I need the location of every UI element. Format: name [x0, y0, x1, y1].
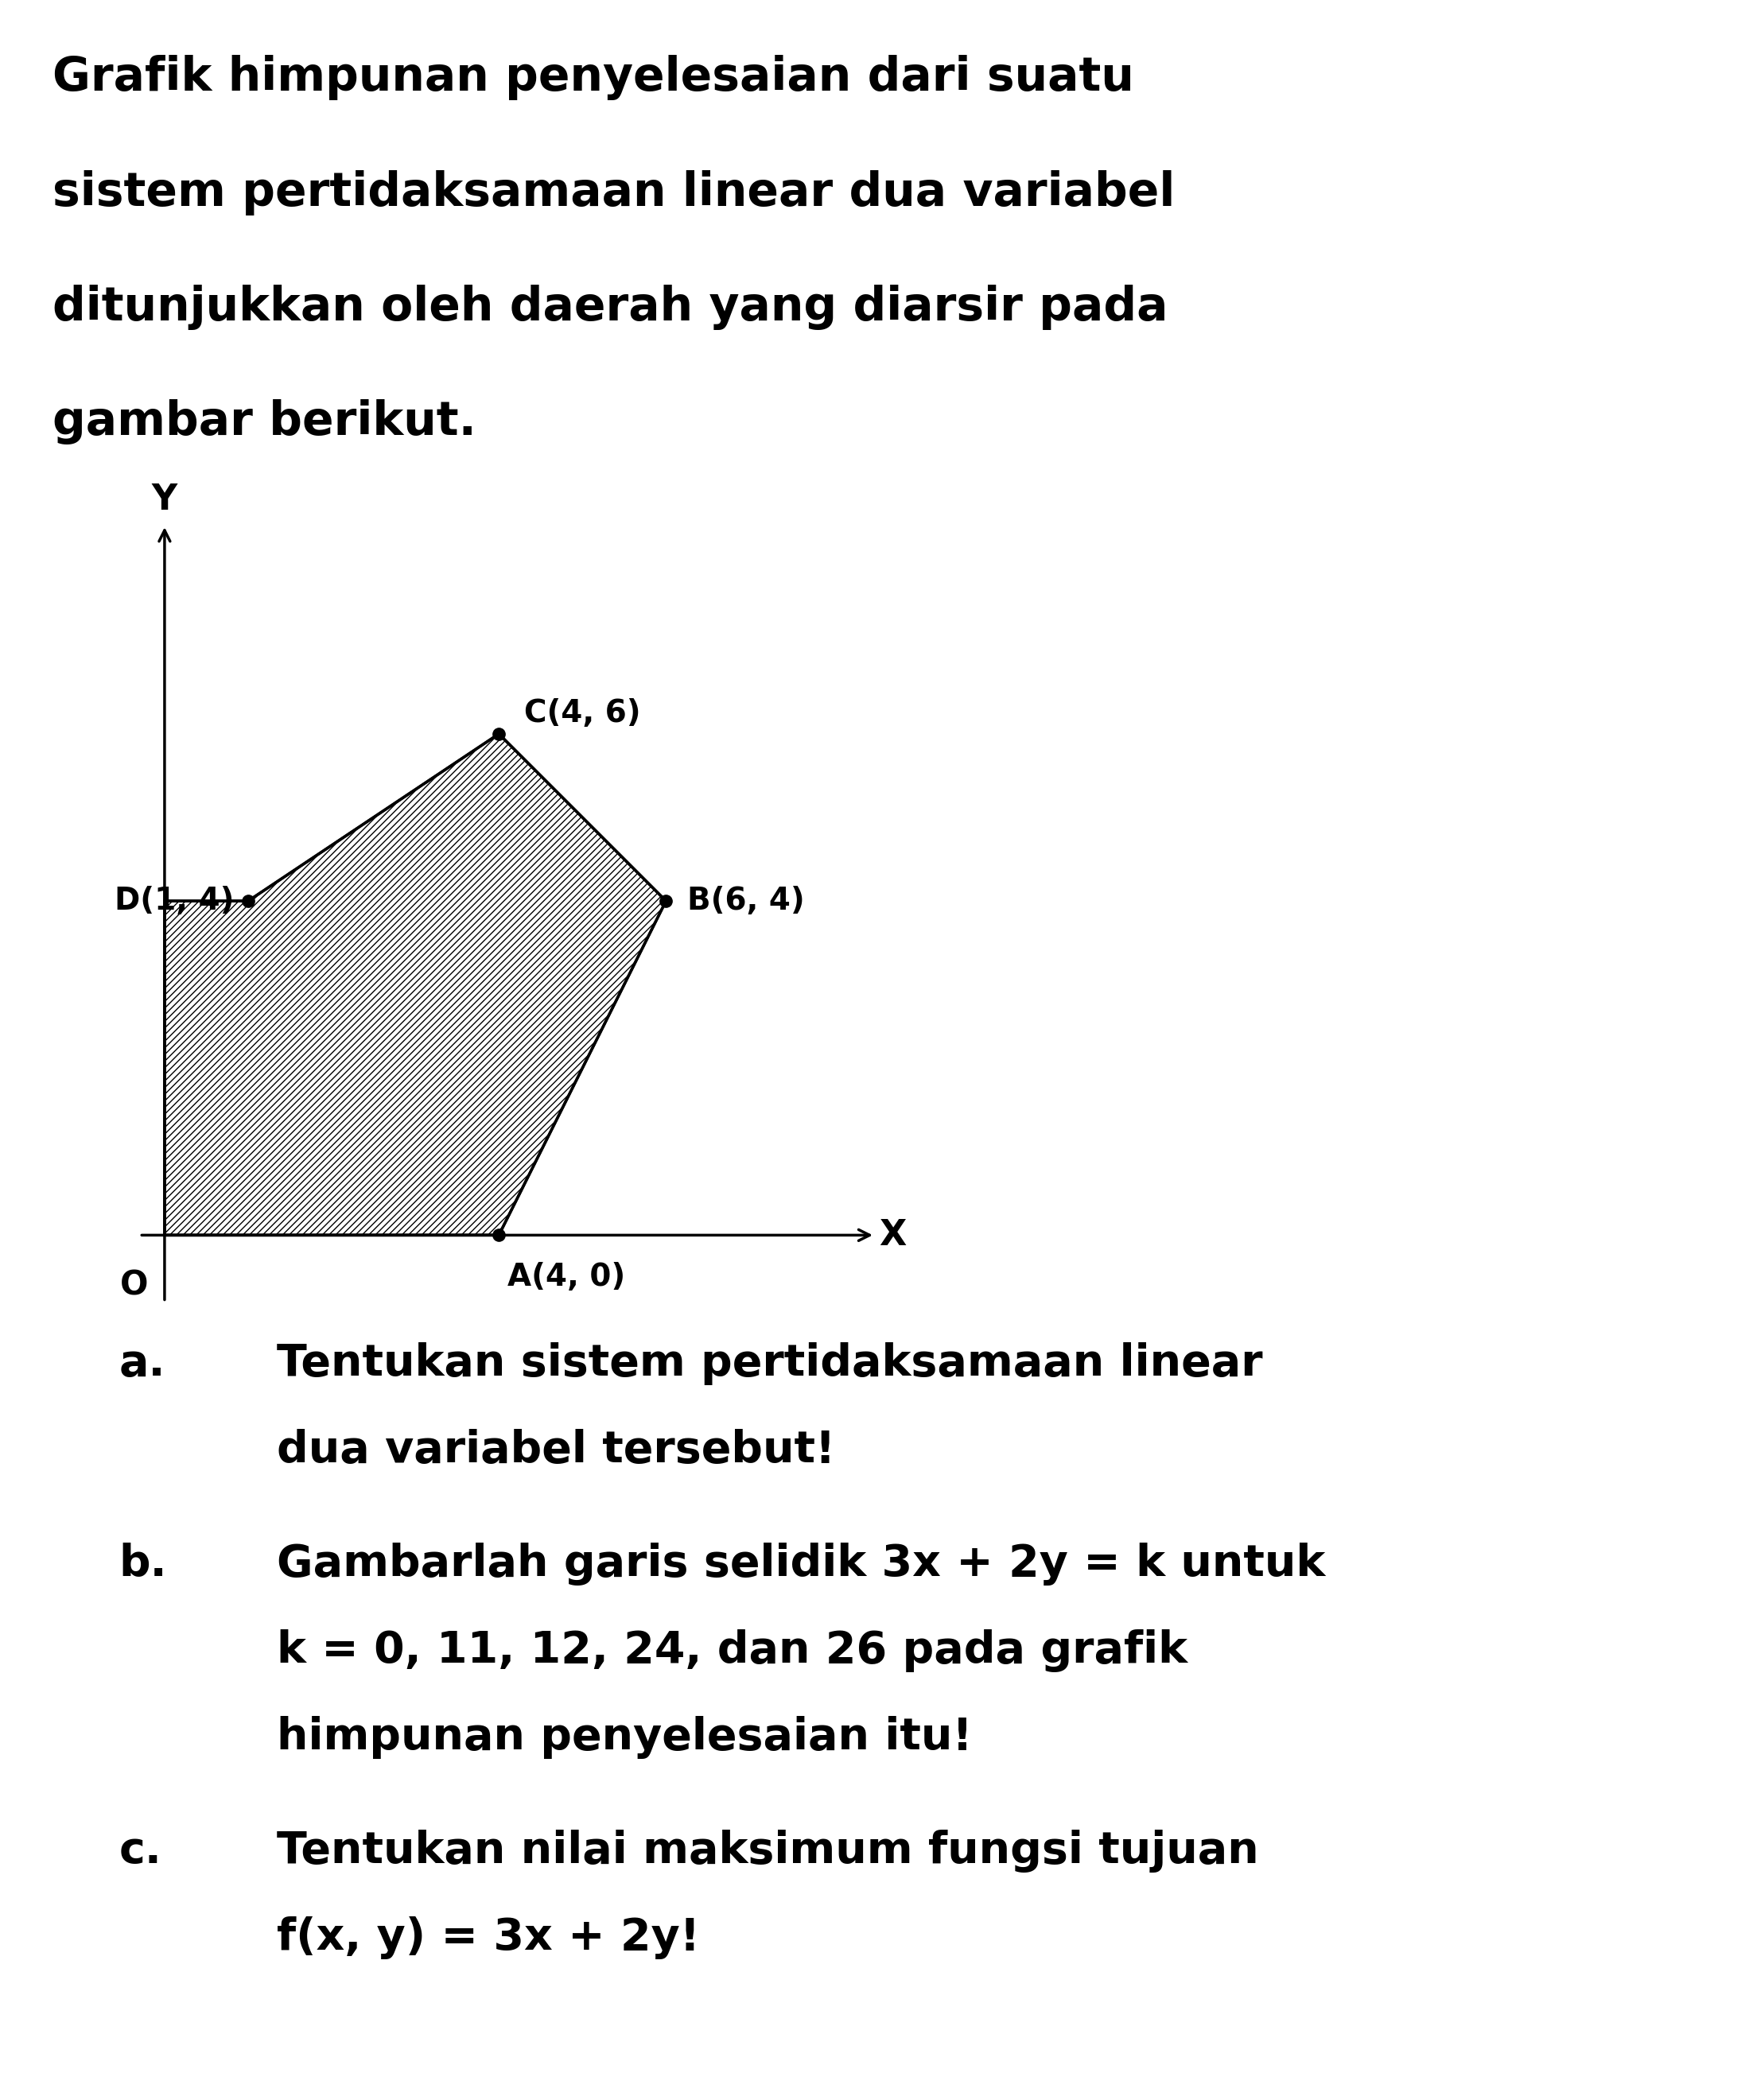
Text: c.: c.	[119, 1829, 161, 1873]
Text: X: X	[880, 1218, 906, 1252]
Text: gambar berikut.: gambar berikut.	[52, 399, 476, 445]
Text: sistem pertidaksamaan linear dua variabel: sistem pertidaksamaan linear dua variabe…	[52, 170, 1175, 214]
Text: k = 0, 11, 12, 24, dan 26 pada grafik: k = 0, 11, 12, 24, dan 26 pada grafik	[276, 1630, 1188, 1672]
Text: O: O	[119, 1268, 149, 1302]
Text: himpunan penyelesaian itu!: himpunan penyelesaian itu!	[276, 1716, 972, 1760]
Text: a.: a.	[119, 1342, 166, 1384]
Text: dua variabel tersebut!: dua variabel tersebut!	[276, 1428, 836, 1472]
Text: Grafik himpunan penyelesaian dari suatu: Grafik himpunan penyelesaian dari suatu	[52, 55, 1133, 101]
Text: b.: b.	[119, 1541, 168, 1586]
Text: A(4, 0): A(4, 0)	[507, 1262, 624, 1292]
Text: f(x, y) = 3x + 2y!: f(x, y) = 3x + 2y!	[276, 1917, 700, 1959]
Text: ditunjukkan oleh daerah yang diarsir pada: ditunjukkan oleh daerah yang diarsir pad…	[52, 286, 1168, 330]
Text: Tentukan sistem pertidaksamaan linear: Tentukan sistem pertidaksamaan linear	[276, 1342, 1263, 1384]
Text: C(4, 6): C(4, 6)	[525, 697, 640, 729]
Text: Gambarlah garis selidik 3x + 2y = k untuk: Gambarlah garis selidik 3x + 2y = k untu…	[276, 1541, 1326, 1586]
Text: Y: Y	[152, 483, 177, 517]
Text: Tentukan nilai maksimum fungsi tujuan: Tentukan nilai maksimum fungsi tujuan	[276, 1829, 1259, 1873]
Text: B(6, 4): B(6, 4)	[687, 886, 805, 916]
Polygon shape	[164, 733, 666, 1235]
Text: D(1, 4): D(1, 4)	[114, 886, 234, 916]
